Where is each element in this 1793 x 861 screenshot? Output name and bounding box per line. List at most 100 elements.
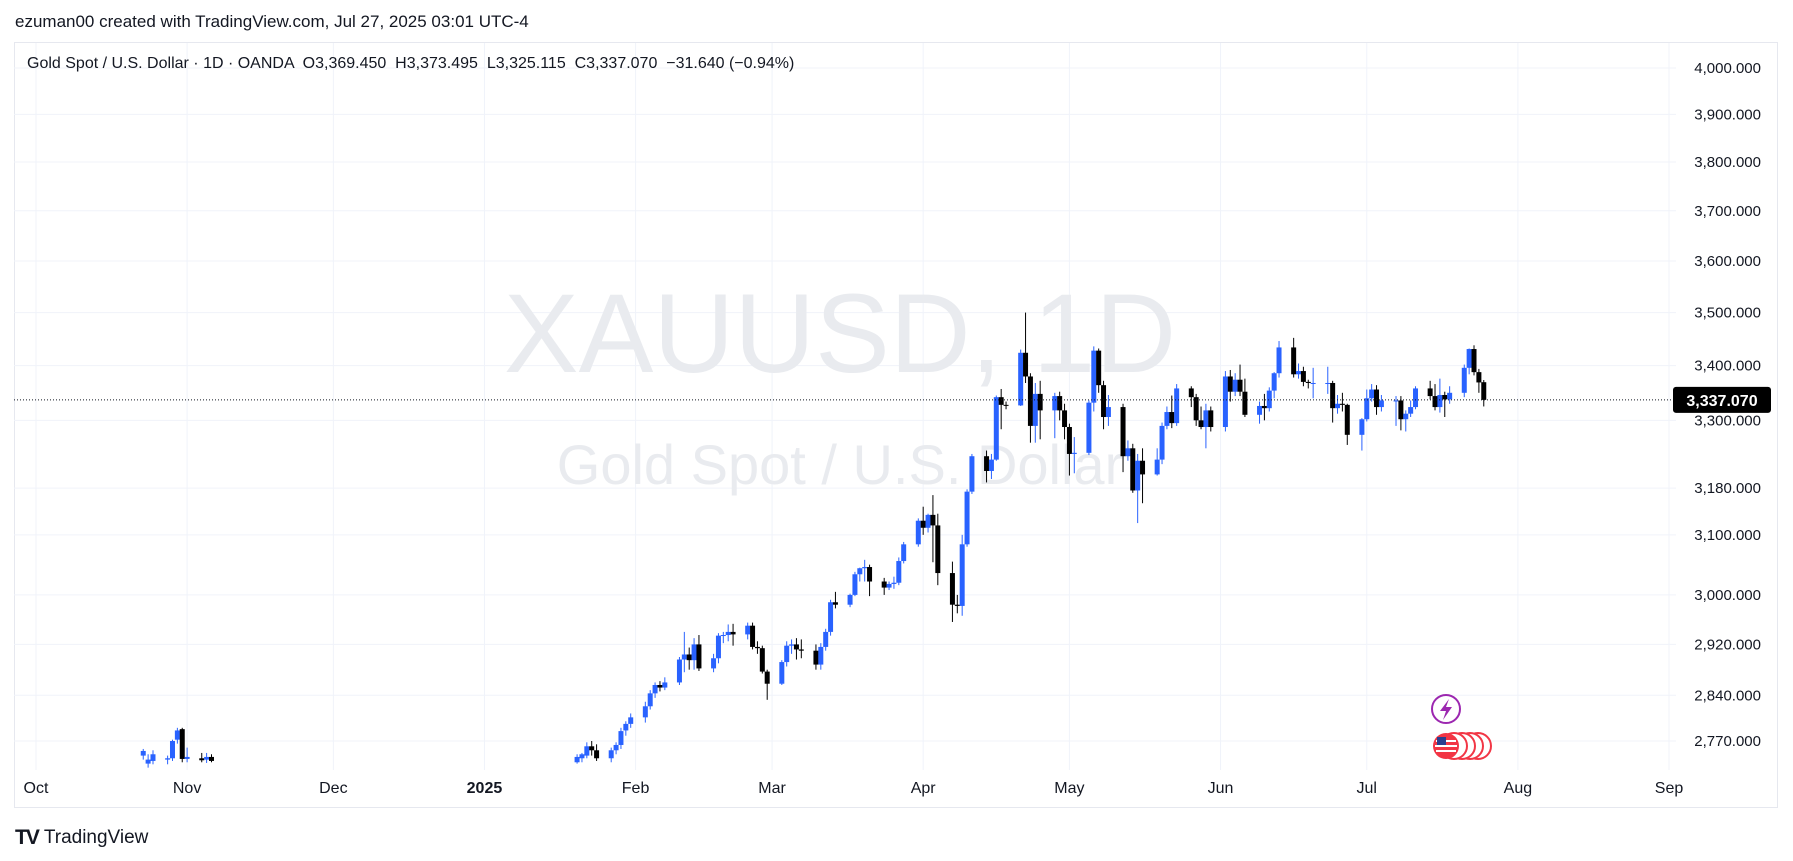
candle-body (1096, 350, 1102, 386)
candle-body (1135, 460, 1141, 491)
candle-body (1437, 394, 1443, 408)
candle-body (1427, 388, 1433, 397)
candle (199, 752, 205, 763)
candle-body (1271, 373, 1277, 391)
candle (691, 638, 697, 670)
candle (1432, 384, 1438, 411)
candle-body (1257, 405, 1263, 415)
candle-body (681, 654, 687, 660)
candle-body (813, 650, 819, 665)
candle (828, 599, 834, 636)
candle-body (1057, 396, 1063, 411)
candle (174, 727, 180, 744)
candle-body (779, 662, 785, 684)
candle (696, 635, 702, 671)
candle (779, 660, 785, 686)
candle-body (1481, 382, 1487, 400)
candle (589, 741, 595, 756)
candle-body (1227, 376, 1233, 392)
price-tick-label: 2,770.000 (1694, 733, 1761, 750)
candle (1393, 396, 1399, 426)
price-tick-label: 3,700.000 (1694, 203, 1761, 220)
candle-body (696, 644, 702, 669)
candle-body (1476, 372, 1482, 383)
candle (789, 639, 795, 654)
candle (901, 541, 907, 564)
candle (1447, 386, 1453, 404)
open-label: O (302, 55, 316, 72)
candle (867, 564, 873, 597)
candle-body (208, 756, 214, 761)
candle (1364, 389, 1370, 422)
candle-body (1071, 452, 1077, 454)
candle (715, 633, 721, 664)
candle-body (1208, 410, 1214, 428)
candle (1398, 396, 1404, 431)
candle (1193, 393, 1199, 426)
candle (1062, 403, 1068, 440)
attribution-text: ezuman00 created with TradingView.com, J… (15, 12, 529, 31)
candle (720, 631, 726, 644)
candle (1369, 384, 1375, 402)
high-label: H (395, 55, 407, 72)
candle-body (915, 520, 921, 545)
price-tick-label: 3,500.000 (1694, 305, 1761, 322)
candle (1227, 369, 1233, 402)
candle (584, 742, 590, 759)
candle (1305, 379, 1311, 389)
candle-body (745, 625, 751, 635)
candle (1154, 448, 1160, 476)
candle-body (1174, 388, 1180, 424)
candle-body (1027, 376, 1033, 426)
candle (1481, 379, 1487, 407)
candle-body (579, 754, 585, 759)
candle (1032, 382, 1038, 443)
candle (1023, 312, 1029, 383)
candle-body (1398, 400, 1404, 420)
candle (1222, 371, 1228, 432)
footer-brand[interactable]: TV TradingView (15, 826, 148, 850)
candle (1271, 372, 1277, 399)
time-tick-label: Feb (622, 780, 650, 797)
tradingview-logo-icon: TV (15, 826, 40, 849)
candle-body (662, 682, 668, 688)
candle (184, 747, 190, 763)
candle (1461, 364, 1467, 398)
time-tick-label: Jul (1357, 780, 1377, 797)
candle-body (618, 731, 624, 745)
candle (759, 645, 765, 674)
candle (1437, 378, 1443, 413)
candle (1071, 437, 1077, 474)
candle (676, 656, 682, 686)
candle-body (174, 730, 180, 740)
candle-body (652, 685, 658, 694)
candle (618, 727, 624, 749)
candle (1408, 400, 1414, 418)
candle (628, 713, 634, 728)
price-tick-label: 3,900.000 (1694, 106, 1761, 123)
candle-body (1193, 397, 1199, 421)
candle (652, 682, 658, 698)
time-tick-label: Dec (319, 780, 347, 797)
candle (1413, 386, 1419, 410)
candle-body (1300, 371, 1306, 382)
candle-body (1403, 413, 1409, 420)
candle (1003, 401, 1009, 410)
candle-body (862, 567, 868, 569)
candle (857, 567, 863, 582)
candle-body (628, 717, 634, 724)
candle-body (1232, 379, 1238, 392)
candle-body (623, 723, 629, 731)
price-tick-label: 4,000.000 (1694, 60, 1761, 77)
candle-body (140, 750, 146, 756)
candle-body (969, 456, 975, 492)
candle (657, 681, 663, 692)
candle-body (686, 654, 692, 661)
candle (745, 622, 751, 640)
candle-body (150, 754, 156, 761)
candle-body (589, 746, 595, 751)
candle (647, 690, 653, 710)
candle-body (199, 758, 205, 761)
candle (784, 641, 790, 667)
